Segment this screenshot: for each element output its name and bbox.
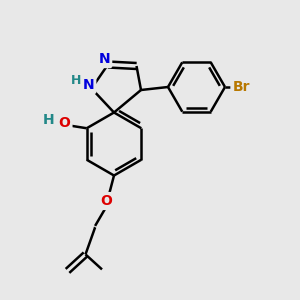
Text: Br: Br xyxy=(233,80,250,94)
Text: O: O xyxy=(100,194,112,208)
Text: H: H xyxy=(43,113,54,127)
Text: O: O xyxy=(58,116,70,130)
Text: N: N xyxy=(99,52,110,66)
Text: N: N xyxy=(83,78,94,92)
Text: H: H xyxy=(71,74,81,87)
